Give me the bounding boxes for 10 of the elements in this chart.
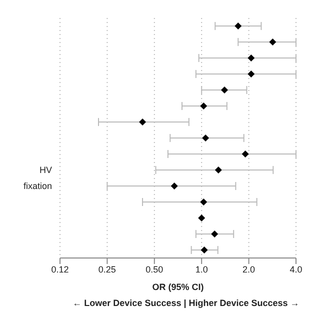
y-tick-label: HV	[39, 165, 52, 176]
text: ← Lower Device Success | Higher Device Success →	[72, 298, 300, 308]
x-tick-label: 0.12	[51, 264, 69, 274]
y-tick-label: fixation	[23, 181, 52, 192]
x-tick-label: 4.0	[290, 264, 302, 274]
x-tick-label: 2.0	[242, 264, 256, 274]
x-axis-title: OR (95% CI)	[152, 282, 204, 292]
x-tick-label: 0.50	[146, 264, 164, 274]
x-tick-label: 0.25	[98, 264, 116, 274]
x-tick-label: 1.0	[195, 264, 208, 274]
